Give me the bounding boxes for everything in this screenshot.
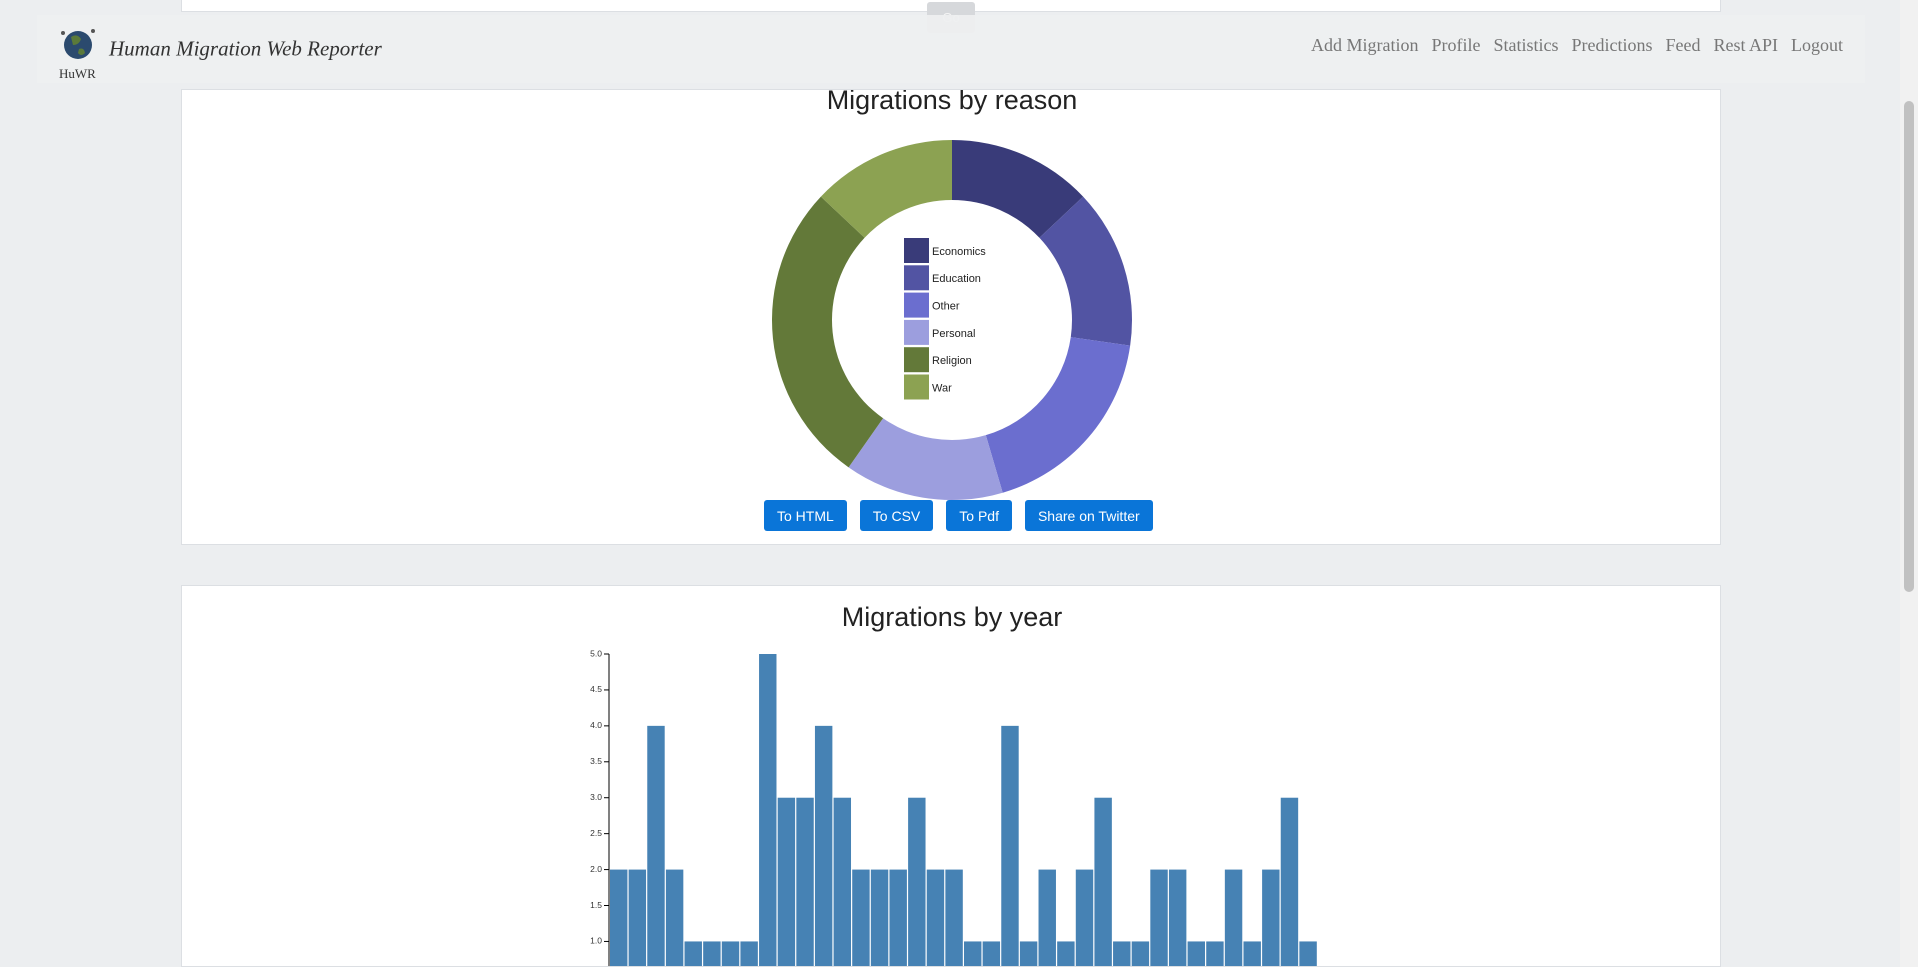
chart-card: Migrations by reason Economics Education Ot… <box>181 89 1721 545</box>
legend-label: Personal <box>932 328 975 340</box>
bar <box>833 797 852 966</box>
bar <box>1299 941 1317 966</box>
bar <box>1038 869 1056 966</box>
legend-label: Religion <box>932 355 972 367</box>
nav-link[interactable]: Feed <box>1665 34 1701 55</box>
legend-label: War <box>932 382 952 394</box>
bar <box>777 797 796 966</box>
legend-swatch <box>904 238 929 263</box>
bar <box>1262 869 1280 966</box>
bar <box>796 797 814 966</box>
pie-slice <box>985 337 1131 493</box>
bar <box>1001 725 1019 966</box>
bar <box>926 869 945 966</box>
bar <box>1280 797 1299 966</box>
bar <box>721 941 740 966</box>
bar <box>1094 797 1112 966</box>
bar <box>1131 941 1150 966</box>
chart-card: Migrations by year 1.0 1.5 2.0 2.5 3.0 3.5 4.0 4… <box>181 585 1721 967</box>
bar <box>1187 941 1206 966</box>
y-tick-label: 4.0 <box>590 720 602 730</box>
nav-link[interactable]: Rest API <box>1713 34 1778 55</box>
scrollbar[interactable] <box>1900 0 1918 967</box>
bar <box>665 869 684 966</box>
logo-figure <box>61 31 65 35</box>
nav-links: Add Migration Profile Statistics Predict… <box>1311 15 1843 75</box>
pie-slice <box>820 140 952 238</box>
chart-title: Migrations by reason <box>827 90 1078 115</box>
nav-link[interactable]: Logout <box>1791 34 1843 55</box>
pie-slice <box>771 196 884 468</box>
pie-slice <box>952 140 1084 238</box>
chart: Migrations by reason Economics Education Ot… <box>771 90 1132 501</box>
bar <box>964 941 982 966</box>
bar <box>610 869 628 966</box>
nav-link[interactable]: Add Migration <box>1310 34 1419 55</box>
export-button[interactable]: To Pdf <box>946 500 1012 531</box>
legend-label: Economics <box>932 246 986 258</box>
legend-label: Education <box>932 273 981 285</box>
export-buttons: To HTML To CSV To Pdf Share on Twitter <box>764 500 1153 531</box>
bar <box>703 941 721 966</box>
y-tick-label: 1.0 <box>590 936 602 946</box>
legend-swatch <box>904 319 929 345</box>
bar <box>1206 941 1224 966</box>
bar <box>870 869 889 966</box>
nav-link[interactable]: Statistics <box>1493 34 1559 55</box>
legend-swatch <box>904 347 929 373</box>
bar <box>814 725 833 966</box>
scrollbar-thumb[interactable] <box>1904 101 1914 592</box>
bar <box>1224 869 1243 966</box>
nav-link[interactable]: Predictions <box>1571 34 1653 55</box>
bar <box>982 941 1001 966</box>
bar <box>628 869 647 966</box>
legend-swatch <box>904 292 929 318</box>
logo-text: HuWR <box>59 66 96 81</box>
chart-title: Migrations by year <box>842 602 1063 632</box>
brand[interactable]: Human Migration Web Reporter <box>109 36 382 61</box>
bar <box>1075 869 1094 966</box>
export-button[interactable]: To HTML <box>764 500 847 531</box>
pie-slice <box>848 418 1003 501</box>
bar <box>1057 941 1075 966</box>
y-tick-label: 4.5 <box>590 684 602 694</box>
bar <box>1113 941 1131 966</box>
bar <box>945 869 963 966</box>
y-tick-label: 1.5 <box>590 900 602 910</box>
y-tick-label: 3.5 <box>590 756 602 766</box>
bar <box>852 869 870 966</box>
export-button[interactable]: To CSV <box>859 500 934 531</box>
y-tick-label: 3.0 <box>590 792 602 802</box>
chart: Migrations by year 1.0 1.5 2.0 2.5 3.0 3.5 4.0 4… <box>590 602 1317 966</box>
logo-figure <box>91 29 95 33</box>
bar <box>889 869 907 966</box>
nav-link[interactable]: Profile <box>1431 34 1481 55</box>
bar <box>908 797 926 966</box>
logo-land <box>71 35 85 55</box>
legend-swatch <box>904 374 929 400</box>
bar <box>684 941 702 966</box>
export-button[interactable]: Share on Twitter <box>1024 500 1153 531</box>
legend-label: Other <box>932 301 960 313</box>
bar <box>1150 869 1168 966</box>
navbar: HuWR Human Migration Web Reporter Add Mi… <box>37 15 1865 83</box>
y-tick-label: 2.5 <box>590 828 602 838</box>
bar <box>1243 941 1261 966</box>
pie-slice <box>1039 196 1132 346</box>
bar <box>1168 869 1187 966</box>
bar <box>759 654 777 966</box>
y-tick-label: 5.0 <box>590 648 602 658</box>
logo-globe <box>64 31 92 59</box>
bar <box>740 941 758 966</box>
y-tick-label: 2.0 <box>590 864 602 874</box>
legend-swatch <box>904 265 929 291</box>
bar <box>647 725 665 966</box>
logo[interactable] <box>45 17 105 77</box>
bar <box>1019 941 1038 966</box>
